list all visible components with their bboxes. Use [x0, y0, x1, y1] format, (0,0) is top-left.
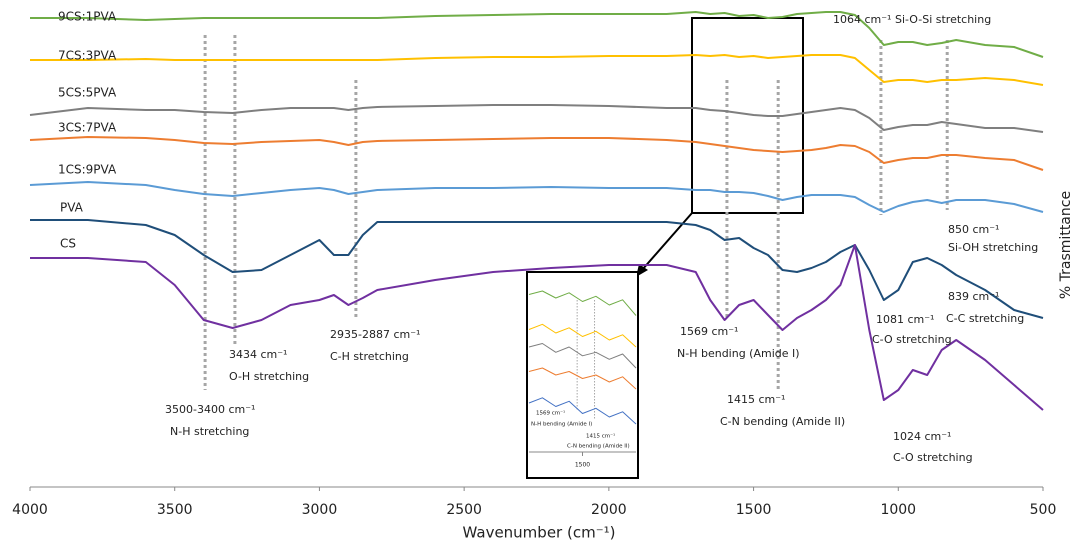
annotation: 1415 cm⁻¹: [586, 433, 615, 440]
annotation: 2935-2887 cm⁻¹: [330, 328, 420, 341]
annotation: C-N bending (Amide II): [567, 444, 630, 450]
series-line: [30, 182, 1043, 212]
annotation: O-H stretching: [229, 370, 309, 383]
series-line: [30, 137, 1043, 170]
x-tick-label: 2500: [446, 502, 482, 518]
series-line: [30, 55, 1043, 85]
x-tick-label: 3000: [302, 502, 338, 518]
annotation: 1415 cm⁻¹: [727, 393, 785, 406]
chart: Wavenumber (cm⁻¹) % Trasmittance 4000 350…: [0, 0, 1078, 544]
annotation: 1569 cm⁻¹: [680, 325, 738, 338]
annotation: C-C stretching: [946, 312, 1024, 325]
annotation: C-O stretching: [872, 333, 952, 346]
annotation: C-N bending (Amide II): [720, 415, 845, 428]
x-tick-label: 3500: [157, 502, 193, 518]
annotation: C-O stretching: [893, 451, 973, 464]
annotation: 3500-3400 cm⁻¹: [165, 403, 255, 416]
series-label: CS: [60, 237, 76, 251]
annotation: 839 cm⁻¹: [948, 290, 999, 303]
annotation: 1024 cm⁻¹: [893, 430, 951, 443]
x-tick-label: 500: [1030, 502, 1057, 518]
annotation: N-H stretching: [170, 425, 249, 438]
annotation: C-H stretching: [330, 350, 409, 363]
series-label: 3CS:7PVA: [58, 121, 117, 135]
annotation: N-H bending (Amide I): [531, 422, 592, 428]
annotation: 3434 cm⁻¹: [229, 348, 287, 361]
x-axis-label: Wavenumber (cm⁻¹): [463, 524, 616, 542]
x-tick-label: 4000: [12, 502, 48, 518]
x-tick-label: 1000: [880, 502, 916, 518]
y-axis-label: % Trasmittance: [1058, 191, 1074, 299]
annotation: 1064 cm⁻¹ Si-O-Si stretching: [833, 13, 991, 26]
x-tick-label: 1500: [736, 502, 772, 518]
annotation: 850 cm⁻¹: [948, 223, 999, 236]
series-line: [30, 105, 1043, 132]
series-label: 7CS:3PVA: [58, 49, 117, 63]
series-label: 5CS:5PVA: [58, 86, 117, 100]
series-label: 9CS:1PVA: [58, 10, 117, 24]
series-label: 1CS:9PVA: [58, 163, 117, 177]
x-tick-label: 2000: [591, 502, 627, 518]
annotation: 1569 cm⁻¹: [536, 410, 565, 417]
annotation: 1081 cm⁻¹: [876, 313, 934, 326]
annotation: Si-OH stretching: [948, 241, 1038, 254]
series-label: PVA: [60, 201, 84, 215]
annotation: N-H bending (Amide I): [677, 347, 800, 360]
x-tick-label: 1500: [575, 462, 590, 469]
